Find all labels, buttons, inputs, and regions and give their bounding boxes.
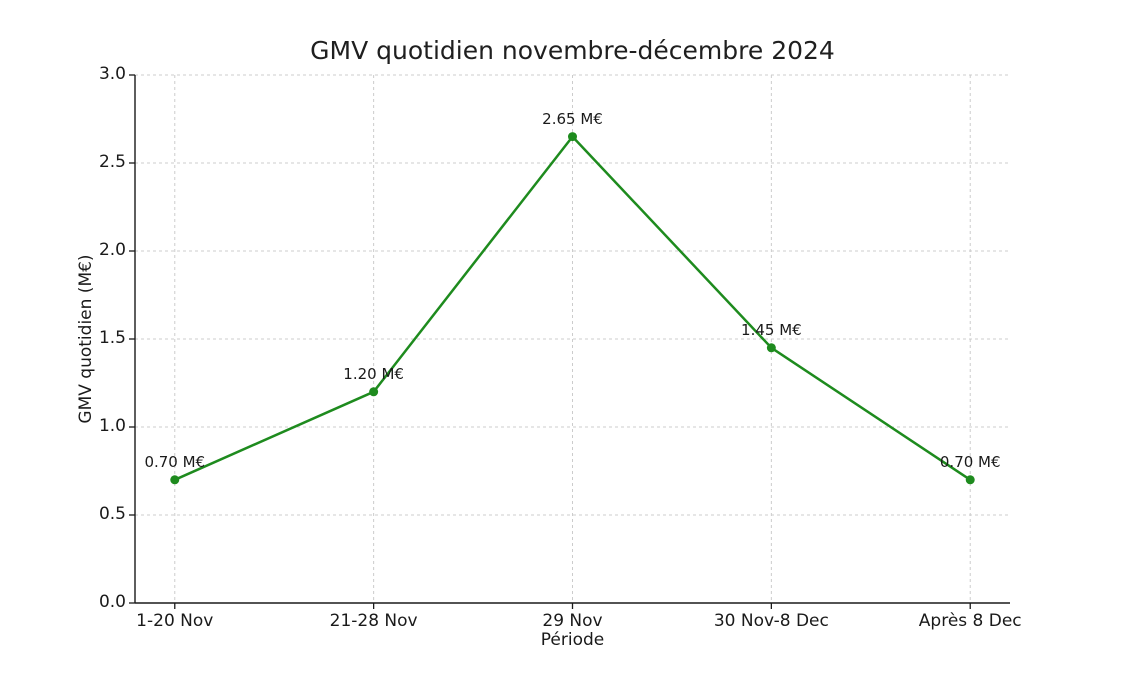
data-point-label: 0.70 M€: [939, 452, 1001, 471]
data-point-marker: [766, 343, 776, 353]
y-tick-label: 1.0: [98, 416, 126, 436]
y-tick-label: 1.5: [98, 328, 126, 348]
x-axis-label: Période: [540, 630, 605, 650]
data-point-marker: [965, 475, 975, 485]
x-tick-label: 1-20 Nov: [136, 611, 214, 631]
y-tick-label: 0.5: [98, 504, 126, 524]
data-point-marker: [369, 387, 379, 397]
y-tick-label: 2.5: [98, 152, 126, 172]
data-point-label: 0.70 M€: [144, 452, 206, 471]
data-point-label: 1.45 M€: [741, 320, 802, 339]
data-point-label: 1.20 M€: [343, 364, 404, 383]
x-tick-label: Après 8 Dec: [918, 611, 1022, 631]
x-tick-label: 29 Nov: [542, 611, 603, 631]
data-point-marker: [170, 475, 180, 485]
data-point-label: 2.65 M€: [542, 109, 603, 128]
y-tick-label: 3.0: [98, 64, 126, 84]
x-tick-label: 30 Nov-8 Dec: [713, 611, 829, 631]
x-tick-label: 21-28 Nov: [329, 611, 418, 631]
y-tick-label: 2.0: [98, 240, 126, 260]
chart-title: GMV quotidien novembre-décembre 2024: [310, 36, 835, 65]
data-point-marker: [568, 132, 577, 142]
y-tick-label: 0.0: [98, 592, 126, 612]
